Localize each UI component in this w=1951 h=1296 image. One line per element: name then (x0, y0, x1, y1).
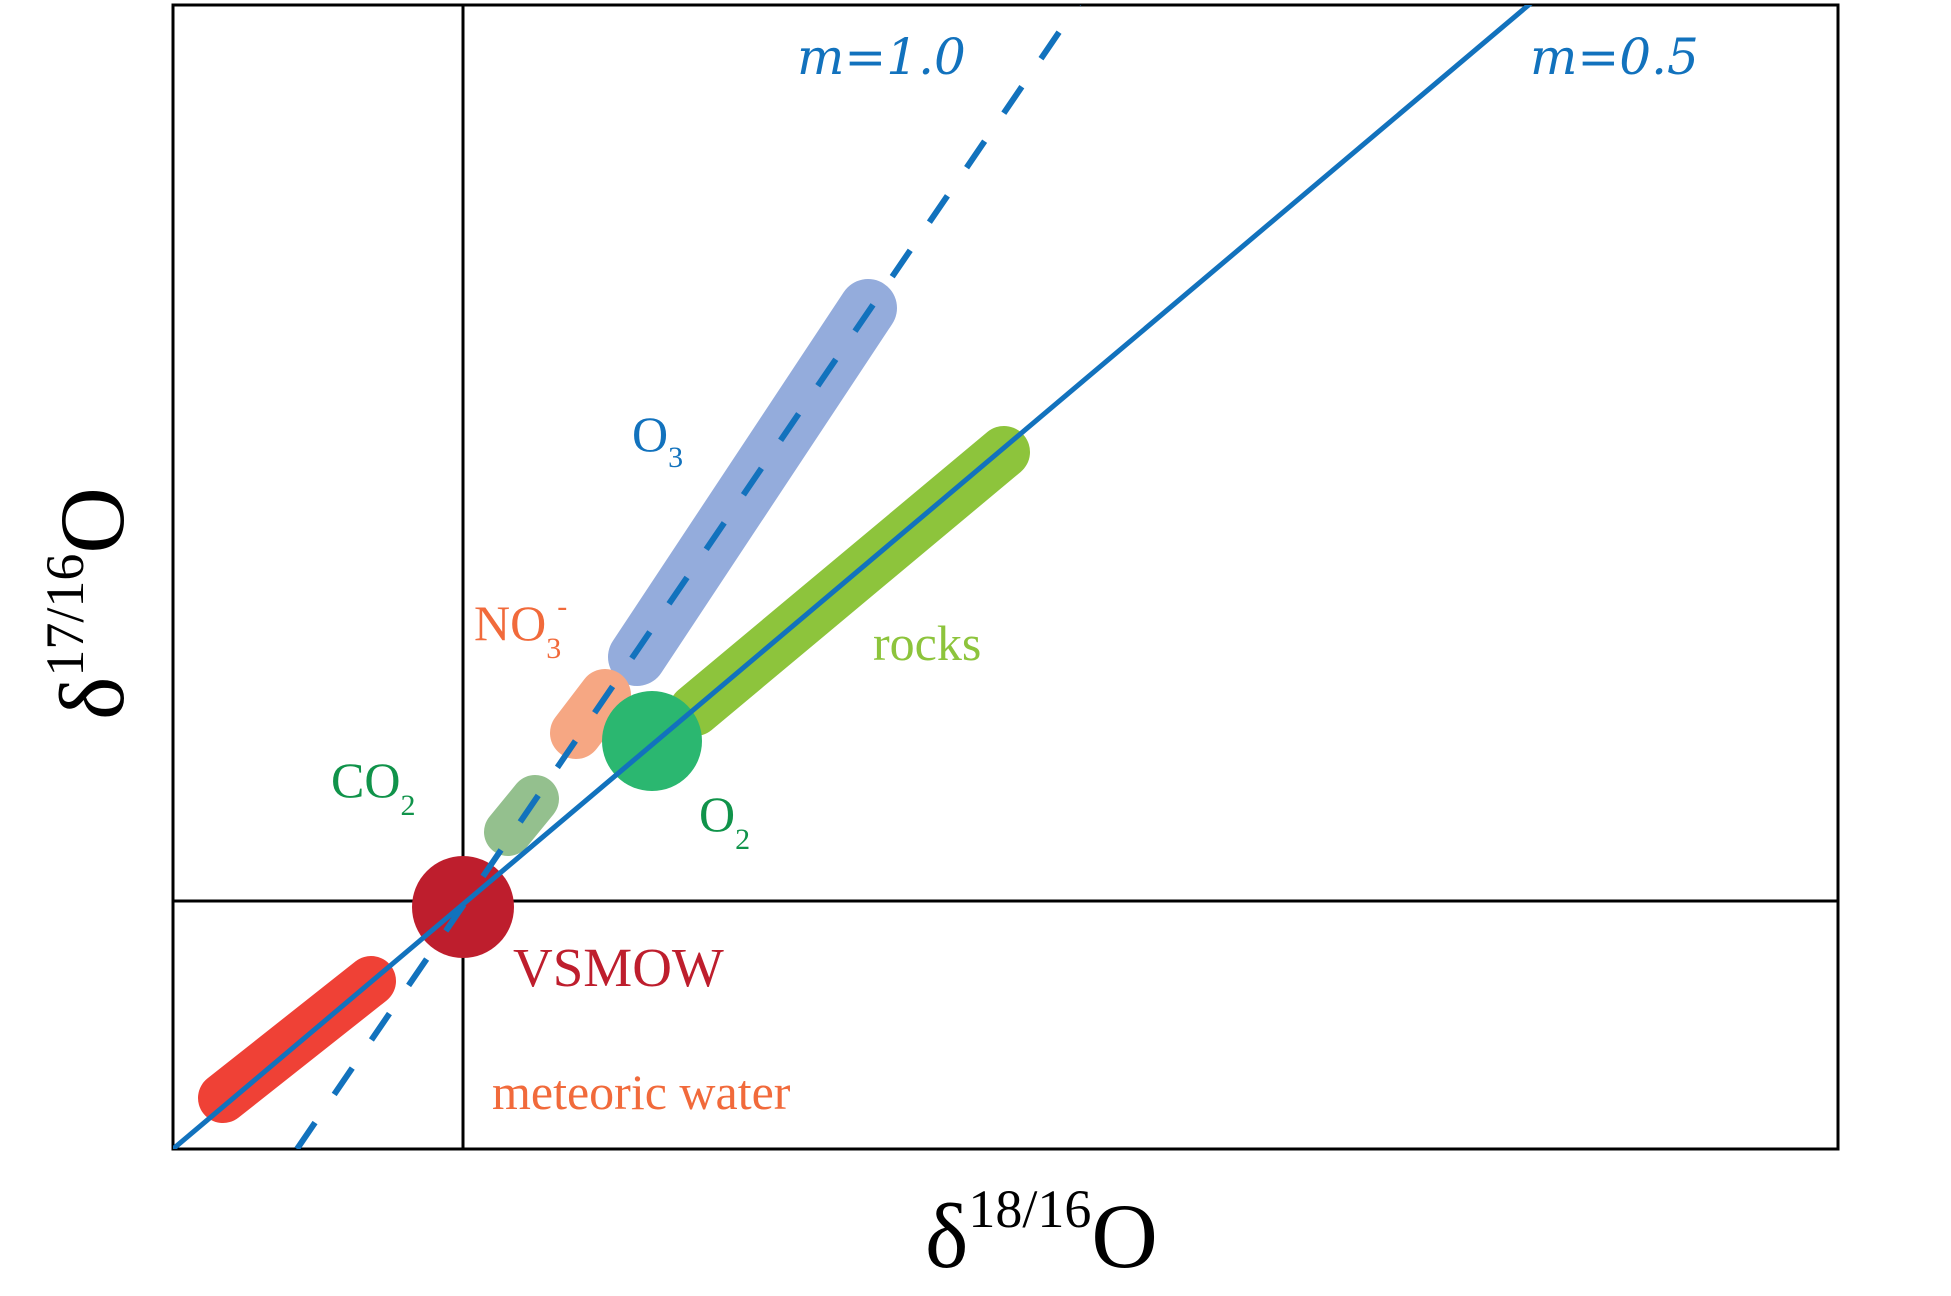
slope-half-label: m=0.5 (1530, 28, 1699, 86)
rocks-label: rocks (873, 615, 981, 671)
co2-label: CO2 (331, 752, 415, 822)
plot-frame (171, 3, 1840, 1151)
y-axis-title: δ17/16O (35, 487, 143, 720)
x-axis-title: δ18/16O (925, 1179, 1158, 1287)
nitrate-label: NO3- (474, 590, 567, 665)
slope-one-label: m=1.0 (797, 28, 966, 86)
meteoric-water-label: meteoric water (492, 1064, 791, 1120)
slope-half-line (173, 5, 1533, 1149)
o3-label: O3 (632, 406, 683, 474)
o2-label: O2 (699, 786, 750, 856)
vsmow-label: VSMOW (513, 937, 724, 998)
